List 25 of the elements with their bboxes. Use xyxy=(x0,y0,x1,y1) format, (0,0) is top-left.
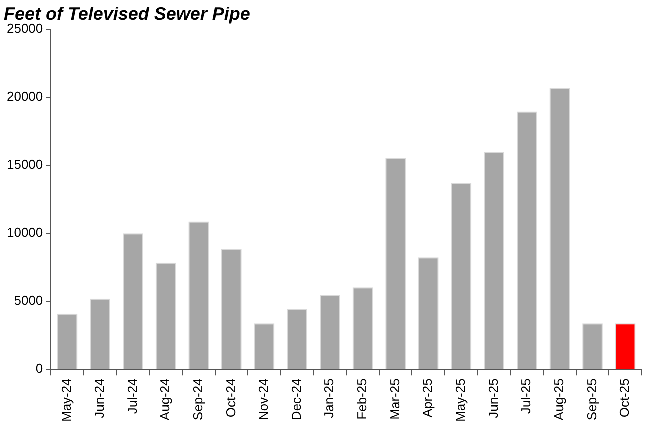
x-tick-label: Jan-25 xyxy=(322,378,337,418)
x-tick-label: Mar-25 xyxy=(387,378,402,420)
y-tick-label: 10000 xyxy=(6,225,44,240)
x-tick-label: May-25 xyxy=(453,378,468,422)
x-tick-label: Jul-24 xyxy=(124,378,140,414)
y-tick-label: 0 xyxy=(36,361,44,376)
x-tick-label: Aug-24 xyxy=(158,378,173,421)
y-tick-label: 15000 xyxy=(6,157,44,172)
x-tick-label: Apr-25 xyxy=(420,378,436,418)
x-tick-label: Jun-24 xyxy=(92,378,107,418)
y-tick-label: 5000 xyxy=(14,293,44,308)
x-tick-label: Jul-25 xyxy=(518,378,534,414)
x-tick-label: Jun-25 xyxy=(486,378,501,418)
x-tick-label: Sep-24 xyxy=(190,378,206,421)
x-tick-label: Dec-24 xyxy=(288,378,304,421)
x-tick-label: Feb-25 xyxy=(354,378,370,420)
x-tick-label: Oct-24 xyxy=(223,378,238,418)
x-tick-label: Oct-25 xyxy=(617,378,632,418)
x-tick-label: Sep-25 xyxy=(584,378,600,421)
chart-title: Feet of Televised Sewer Pipe xyxy=(4,4,250,24)
y-tick-label: 20000 xyxy=(6,89,44,104)
x-tick-label: Nov-24 xyxy=(256,378,272,421)
y-tick-label: 25000 xyxy=(6,21,44,36)
x-tick-label: May-24 xyxy=(59,378,74,422)
x-tick-label: Aug-25 xyxy=(552,378,567,421)
